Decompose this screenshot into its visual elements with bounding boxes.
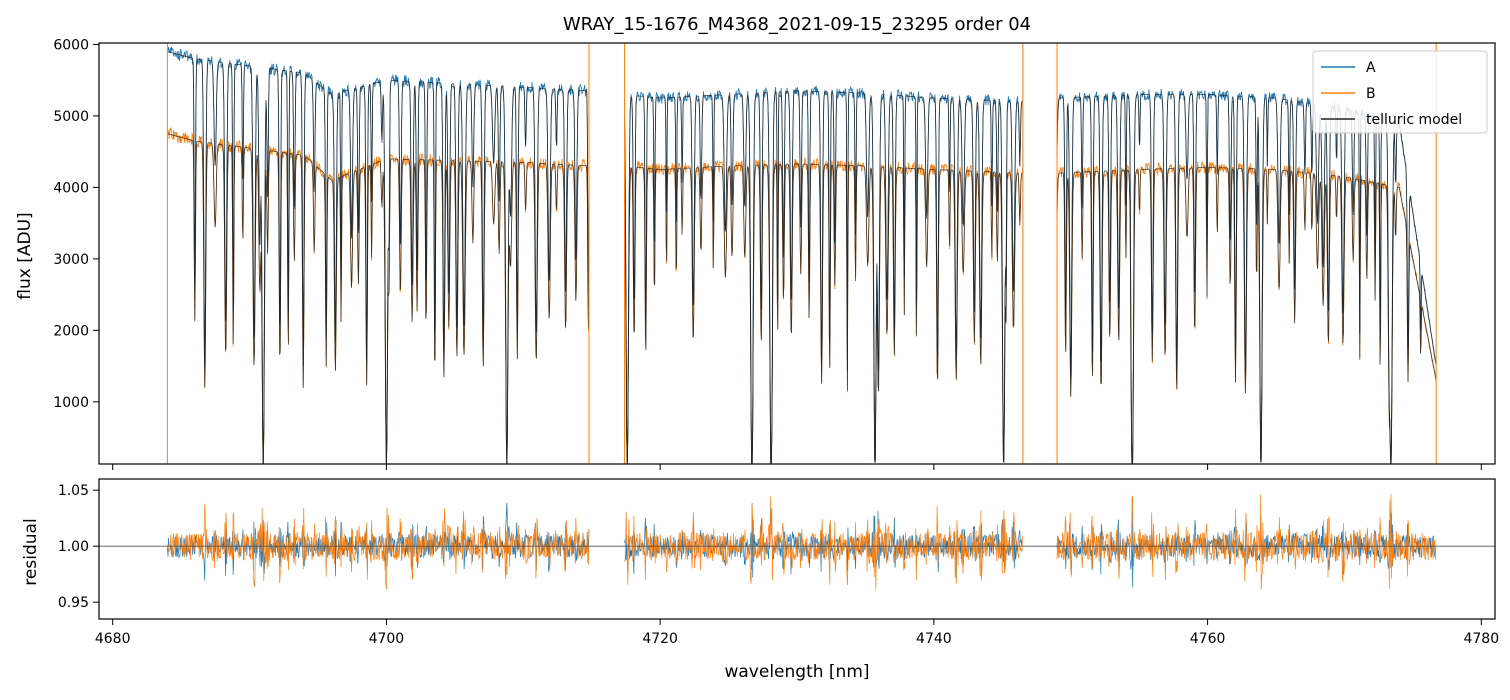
residual-B-line: [167, 503, 590, 590]
residual-y-axis-label: residual: [21, 518, 41, 585]
x-tick-label: 4780: [1463, 631, 1499, 647]
spectrum-y-axis-label: flux [ADU]: [15, 212, 35, 299]
y-tick-label: 1000: [53, 395, 89, 411]
legend-box: [1312, 50, 1488, 134]
spectrum-lines: [166, 43, 1437, 464]
legend-label: B: [1366, 86, 1376, 102]
y-tick-label: 5000: [53, 109, 89, 125]
spectrum-x-ticks: [112, 464, 1482, 470]
x-tick-label: 4720: [642, 631, 678, 647]
legend-label: A: [1366, 60, 1376, 76]
x-tick-label: 4700: [369, 631, 405, 647]
x-tick-label: 4680: [95, 631, 131, 647]
residual-B-line: [1056, 493, 1437, 590]
y-tick-label: 2000: [53, 323, 89, 339]
residual-lines: [99, 493, 1495, 590]
series-telluric-model-line: [624, 90, 1023, 464]
series-telluric-model-line: [167, 133, 590, 464]
y-tick-label: 0.95: [58, 595, 89, 611]
chart-title: WRAY_15-1676_M4368_2021-09-15_23295 orde…: [563, 14, 1031, 35]
y-tick-label: 1.00: [58, 539, 89, 555]
residual-B-line: [624, 496, 1023, 590]
spectrum-panel: 1000 2000 3000 4000 5000 6000 flux [ADU] ABte…: [15, 37, 1496, 470]
residual-panel: 0.95 1.00 1.05 4680 4700 4720 4740 4760 4780 re…: [21, 478, 1499, 682]
y-tick-label: 3000: [53, 252, 89, 268]
x-tick-label: 4740: [916, 631, 952, 647]
legend-label: telluric model: [1366, 112, 1462, 128]
residual-axes-frame: [98, 478, 1496, 620]
x-tick-label: 4760: [1190, 631, 1226, 647]
spectrum-axes-frame: [98, 42, 1496, 465]
series-B-line: [167, 126, 590, 464]
series-telluric-model-line: [167, 51, 590, 464]
spectrum-y-ticks: 1000 2000 3000 4000 5000 6000: [53, 37, 99, 411]
series-telluric-model-line: [624, 163, 1023, 464]
residual-x-ticks: 4680 4700 4720 4740 4760 4780: [95, 619, 1499, 647]
y-tick-label: 4000: [53, 180, 89, 196]
x-axis-label: wavelength [nm]: [724, 662, 869, 682]
series-telluric-model-line: [1056, 167, 1437, 464]
residual-y-ticks: 0.95 1.00 1.05: [58, 483, 99, 611]
y-tick-label: 6000: [53, 37, 89, 53]
y-tick-label: 1.05: [58, 483, 89, 499]
series-A-line: [167, 46, 590, 464]
